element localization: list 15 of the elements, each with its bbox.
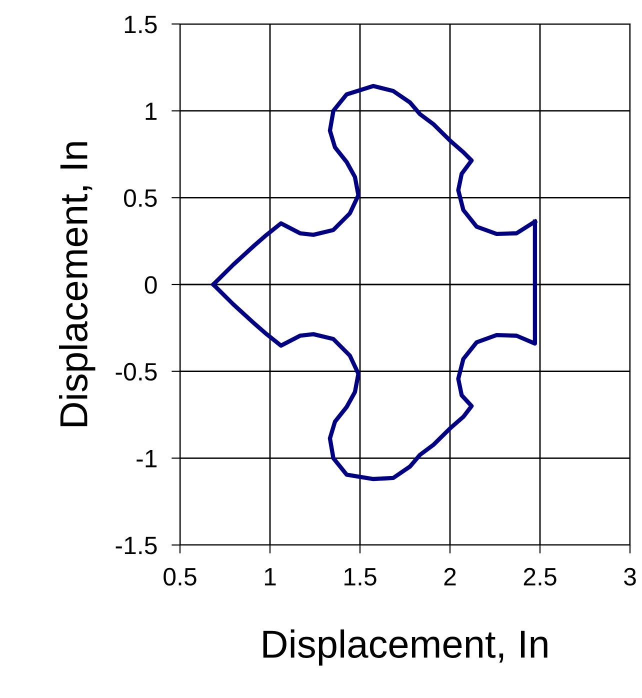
y-tick-label: 0.5: [124, 189, 157, 207]
x-tick-label: 1: [264, 568, 276, 586]
y-tick-label: -1.5: [116, 536, 157, 554]
x-tick-label: 2.5: [524, 568, 556, 586]
y-tick-label: 1: [146, 102, 157, 120]
x-tick-label: 2: [444, 568, 456, 586]
y-tick-label: -0.5: [116, 362, 157, 381]
x-axis-title: Displacement, In: [263, 629, 548, 666]
y-tick-label: 0: [144, 276, 157, 294]
x-tick-label: 3: [624, 568, 636, 586]
y-axis-title: Displacement, In: [59, 142, 96, 426]
x-tick-label: 1.5: [344, 568, 376, 586]
y-tick-label: 1.5: [124, 16, 157, 34]
y-tick-label: -1: [136, 450, 157, 468]
x-tick-label: 0.5: [164, 568, 196, 586]
